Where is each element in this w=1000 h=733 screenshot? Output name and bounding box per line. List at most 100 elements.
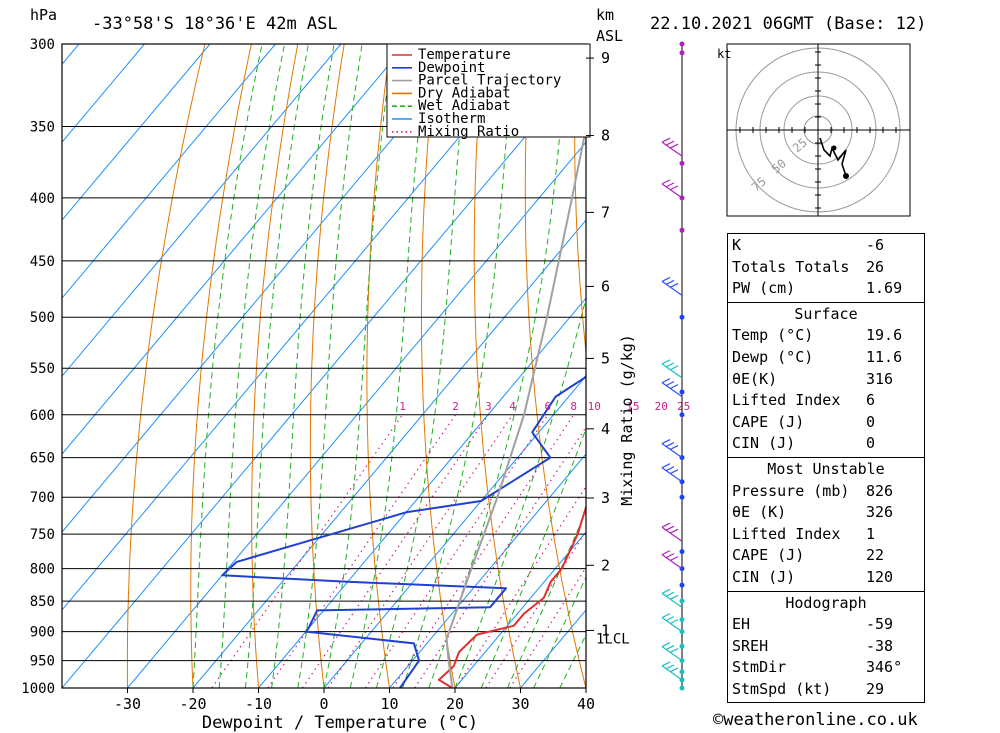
stats-section-title: Hodograph <box>785 593 867 612</box>
legend-label: Mixing Ratio <box>418 124 519 140</box>
stats-key: Totals Totals <box>732 257 850 276</box>
mixing-ratio-line <box>211 414 403 688</box>
height-tick-label: 3 <box>601 489 610 507</box>
plot-frame <box>61 43 587 689</box>
lcl-label: 1LCL <box>596 632 630 648</box>
hodograph-point <box>843 173 849 179</box>
pressure-tick-label: 350 <box>30 119 55 135</box>
stats-value: -6 <box>866 236 885 254</box>
wet-adiabat-line <box>506 510 586 688</box>
series-line-temperature <box>437 503 586 688</box>
hpa-label: hPa <box>30 6 57 24</box>
dry-adiabat-line <box>421 44 456 688</box>
dry-adiabat-line <box>366 44 392 688</box>
wind-barb <box>661 439 683 459</box>
pressure-tick-label: 1000 <box>21 681 55 697</box>
mixing-ratio-line <box>302 414 489 688</box>
wind-level-dot <box>679 41 685 47</box>
dry-adiabat-line <box>473 44 521 688</box>
dry-adiabat-line <box>574 44 586 357</box>
stats-value: 316 <box>866 369 894 388</box>
stats-value: 6 <box>866 391 876 410</box>
wind-barb <box>661 276 683 296</box>
stats-value: 19.6 <box>866 326 903 345</box>
stats-section-title: Surface <box>794 304 858 323</box>
credit-label: ©weatheronline.co.uk <box>713 710 918 730</box>
dry-adiabat-line <box>524 44 586 688</box>
wind-level-dot <box>679 669 685 675</box>
isotherm-line <box>192 219 586 688</box>
isotherm-line <box>127 141 586 688</box>
pressure-tick-label: 500 <box>30 310 55 326</box>
stats-row: Lifted Index 6 <box>728 390 924 412</box>
stats-key: Lifted Index <box>732 524 841 543</box>
wind-barb <box>661 378 683 398</box>
stats-key: Lifted Index <box>732 391 841 410</box>
x-tick-label: -10 <box>245 695 272 713</box>
height-tick-label: 9 <box>601 49 610 67</box>
mixing-ratio-label: 20 <box>655 400 668 413</box>
stats-key: SREH <box>732 636 769 655</box>
wet-adiabat-line <box>323 44 394 688</box>
stats-value: 29 <box>866 679 885 698</box>
location-title: -33°58'S 18°36'E 42m ASL <box>92 14 338 34</box>
stats-value: 1 <box>866 524 876 543</box>
pressure-tick-label: 700 <box>30 490 55 506</box>
x-tick-label: 40 <box>577 695 595 713</box>
mixing-ratio-label: 15 <box>626 400 639 413</box>
mixing-ratio-label: 3 <box>485 400 492 413</box>
stats-key: CAPE (J) <box>732 412 805 431</box>
legend-box <box>386 43 591 138</box>
legend-label: Parcel Trajectory <box>418 73 561 89</box>
wind-level-dot <box>679 389 685 395</box>
mixing-ratio-label: 8 <box>570 400 577 413</box>
x-tick-label: -30 <box>114 695 141 713</box>
wind-barb <box>661 550 683 570</box>
wind-level-dot <box>679 549 685 555</box>
isotherm-line <box>0 44 13 688</box>
stats-value: -38 <box>866 636 894 655</box>
isotherm-line <box>62 63 586 688</box>
stats-row: EH -59 <box>728 614 924 636</box>
isotherm-line <box>62 44 211 221</box>
stats-key: CIN (J) <box>732 434 796 453</box>
wind-level-dot <box>679 50 685 56</box>
stats-row: StmDir 346° <box>728 657 924 679</box>
stats-value: -59 <box>866 615 894 634</box>
wet-adiabat-line <box>533 576 586 688</box>
dry-adiabat-line <box>623 44 717 688</box>
hodograph-point <box>831 145 837 151</box>
height-tick-label: 7 <box>601 203 610 221</box>
stats-row: StmSpd (kt) 29 <box>728 679 924 701</box>
wet-adiabat-line <box>402 44 515 688</box>
legend-label: Dewpoint <box>418 60 485 76</box>
x-tick-label: -20 <box>179 695 206 713</box>
hodograph-unit: kt <box>717 47 731 61</box>
height-tick-label: 5 <box>601 349 610 367</box>
pressure-tick-label: 850 <box>30 594 55 610</box>
stats-value: 326 <box>866 503 894 522</box>
isotherm-line <box>62 44 145 143</box>
stats-value: 0 <box>866 434 876 453</box>
wind-barb <box>661 588 683 608</box>
legend-label: Isotherm <box>418 111 485 127</box>
wet-adiabat-line <box>375 44 469 688</box>
wind-barb <box>661 613 683 633</box>
stats-row: θE(K) 316 <box>728 369 924 391</box>
pressure-tick-label: 550 <box>30 361 55 377</box>
wet-adiabat-line <box>349 44 429 688</box>
mixing-ratio-label: 4 <box>509 400 516 413</box>
isotherm-line <box>323 375 586 688</box>
stats-row: CIN (J) 0 <box>728 433 924 455</box>
wind-level-dot <box>679 582 685 588</box>
stats-row: Lifted Index 1 <box>728 524 924 546</box>
height-tick-label: 1 <box>601 621 610 639</box>
stats-value: 26 <box>866 257 885 276</box>
pressure-tick-label: 950 <box>30 654 55 670</box>
stats-key: CAPE (J) <box>732 546 805 565</box>
wind-barb <box>661 661 683 681</box>
stats-key: Dewp (°C) <box>732 347 814 366</box>
mixing-ratio-label: 10 <box>588 400 601 413</box>
height-tick-label: 2 <box>601 556 610 574</box>
